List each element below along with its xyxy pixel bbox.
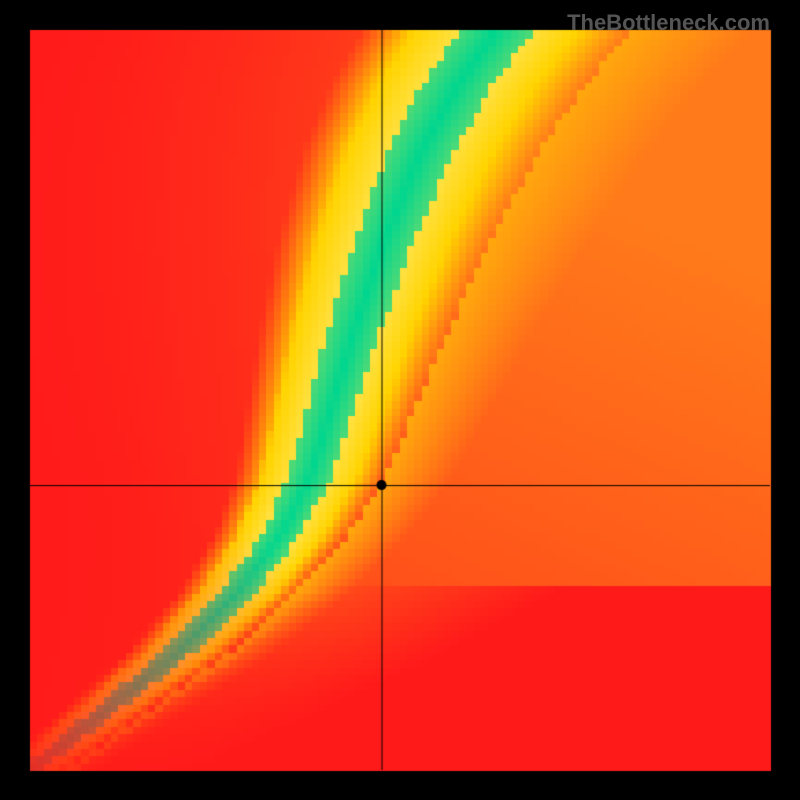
heatmap-canvas [0, 0, 800, 800]
watermark-text: TheBottleneck.com [567, 10, 770, 36]
chart-container: TheBottleneck.com [0, 0, 800, 800]
